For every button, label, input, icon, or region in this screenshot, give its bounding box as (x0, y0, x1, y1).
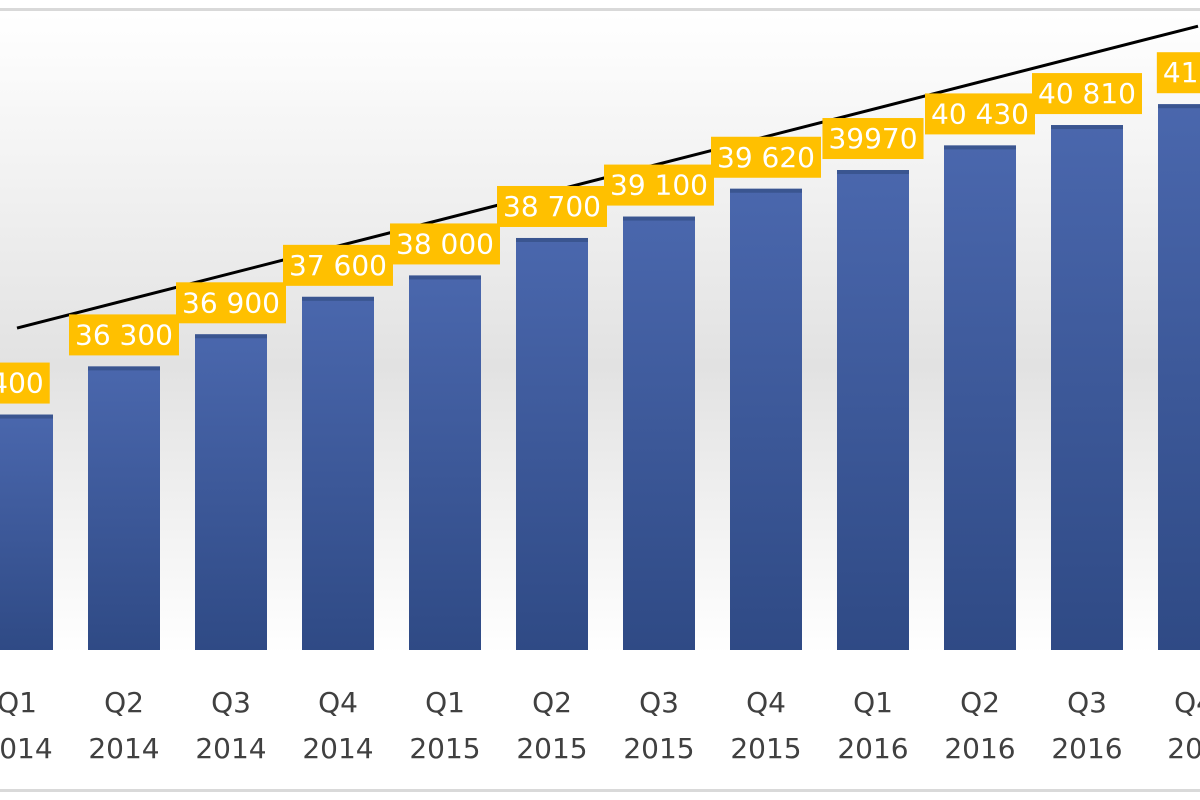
x-tick-quarter: Q3 (211, 686, 251, 719)
data-label-text: 36 300 (75, 318, 173, 351)
bar (195, 334, 267, 650)
data-label-box (283, 244, 393, 286)
bar-cap (623, 216, 695, 221)
x-tick-quarter: Q2 (532, 686, 572, 719)
data-label: 36 900 (176, 282, 286, 324)
bar (623, 216, 695, 650)
bar-cap (837, 170, 909, 175)
x-tick-year: 2016 (837, 732, 908, 765)
bar-cap (195, 334, 267, 339)
data-label: 38 000 (390, 223, 500, 265)
data-label-text: 40 810 (1038, 77, 1136, 110)
x-tick-year: 2015 (516, 732, 587, 765)
x-tick-year: 2014 (302, 732, 373, 765)
data-label-text: 36 900 (182, 286, 280, 319)
data-label: 40 430 (925, 93, 1035, 135)
x-tick-quarter: Q4 (746, 686, 786, 719)
bar-cap (1051, 125, 1123, 130)
data-label-text: 39970 (828, 122, 917, 155)
bar-cap (944, 145, 1016, 150)
data-label-box (0, 362, 50, 404)
data-label-box (711, 136, 821, 178)
bar (944, 145, 1016, 650)
data-label: 39 100 (604, 164, 714, 206)
data-label-text: 39 100 (610, 169, 708, 202)
chart-frame (0, 8, 1200, 792)
x-tick-year: 2015 (730, 732, 801, 765)
bar-cap (0, 414, 53, 419)
data-label-text: 400 (0, 367, 44, 400)
bar-cap (516, 237, 588, 242)
data-label: 37 600 (283, 244, 393, 286)
bar-cap (1158, 104, 1200, 109)
data-label-text: 38 700 (503, 190, 601, 223)
bar (409, 275, 481, 650)
x-tick-year: 2016 (944, 732, 1015, 765)
x-tick-year: 2014 (88, 732, 159, 765)
x-tick-year: 2016 (1051, 732, 1122, 765)
x-tick-quarter: Q1 (0, 686, 37, 719)
data-label-box (1156, 52, 1200, 94)
x-tick-year: 2014 (195, 732, 266, 765)
data-label: 41 2 (1156, 52, 1200, 94)
data-label-box (176, 282, 286, 324)
bar (730, 188, 802, 650)
x-tick-quarter: Q2 (104, 686, 144, 719)
data-label-text: 39 620 (717, 141, 815, 174)
data-label-text: 40 430 (931, 97, 1029, 130)
bar (1051, 125, 1123, 650)
data-label: 400 (0, 362, 50, 404)
x-tick-quarter: Q4 (318, 686, 358, 719)
data-label-box (390, 223, 500, 265)
bar (302, 296, 374, 650)
data-label-box (925, 93, 1035, 135)
data-label-text: 41 2 (1163, 56, 1200, 89)
bar (837, 170, 909, 651)
bar-cap (730, 188, 802, 193)
x-tick-quarter: Q3 (1067, 686, 1107, 719)
x-tick-quarter: Q2 (960, 686, 1000, 719)
x-tick-year: 201 (1167, 732, 1200, 765)
bar (0, 414, 53, 650)
bar (1158, 104, 1200, 651)
x-tick-quarter: Q3 (639, 686, 679, 719)
data-label-text: 38 000 (396, 227, 494, 260)
data-label-box (822, 118, 924, 160)
data-label-box (69, 314, 179, 356)
x-tick-year: 2014 (0, 732, 53, 765)
data-label: 39 620 (711, 136, 821, 178)
bar-cap (409, 275, 481, 280)
x-tick-year: 2015 (409, 732, 480, 765)
x-tick-quarter: Q4 (1174, 686, 1200, 719)
bar (88, 366, 160, 650)
data-label-box (497, 185, 607, 227)
data-label-box (604, 164, 714, 206)
data-label: 36 300 (69, 314, 179, 356)
data-label: 39970 (822, 118, 924, 160)
data-label: 38 700 (497, 185, 607, 227)
bar-cap (88, 366, 160, 371)
data-label-text: 37 600 (289, 249, 387, 282)
bar (516, 237, 588, 650)
x-tick-year: 2015 (623, 732, 694, 765)
data-label: 40 810 (1032, 73, 1142, 115)
x-tick-quarter: Q1 (853, 686, 893, 719)
x-tick-quarter: Q1 (425, 686, 465, 719)
bar-cap (302, 296, 374, 301)
data-label-box (1032, 73, 1142, 115)
